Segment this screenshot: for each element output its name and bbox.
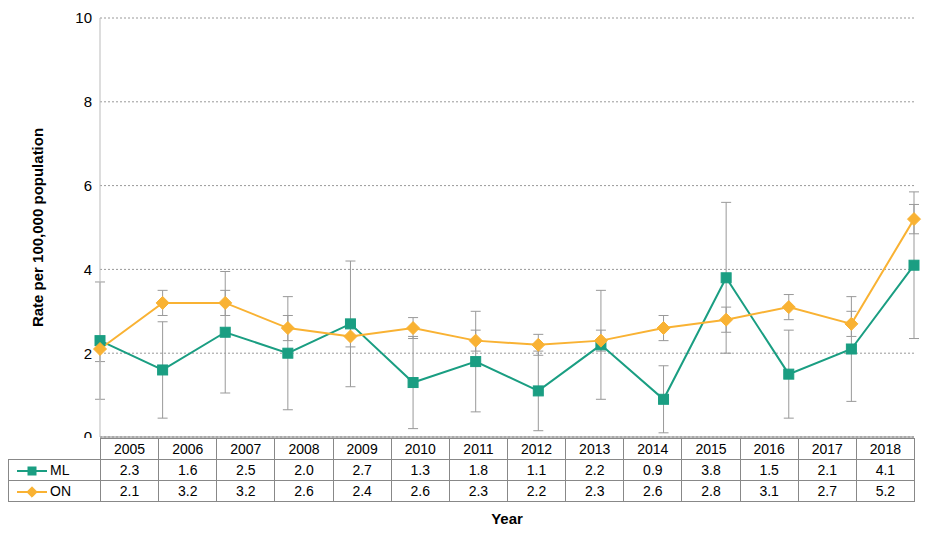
html-text:1.8: 1.8 <box>468 462 489 478</box>
html-text:2013: 2013 <box>579 441 611 457</box>
html-text:2012: 2012 <box>521 441 553 457</box>
html-text:2.3: 2.3 <box>468 483 489 499</box>
html-text:2.2: 2.2 <box>526 483 547 499</box>
html-text:2014: 2014 <box>637 441 669 457</box>
html-text:2.7: 2.7 <box>352 462 372 478</box>
html-text:Year: Year <box>491 510 523 527</box>
html-text:2007: 2007 <box>230 441 262 457</box>
html-text:2.2: 2.2 <box>585 462 605 478</box>
html-text:0.9: 0.9 <box>643 462 663 478</box>
svg-text:4: 4 <box>84 261 92 278</box>
html-text:2009: 2009 <box>346 441 378 457</box>
svg-text:2: 2 <box>84 345 92 362</box>
svg-text:8: 8 <box>84 93 92 110</box>
html-text:2018: 2018 <box>869 441 901 457</box>
html-text:3.8: 3.8 <box>701 462 721 478</box>
svg-text:0: 0 <box>84 428 92 438</box>
html-text:3.2: 3.2 <box>178 483 198 499</box>
html-text:2006: 2006 <box>172 441 204 457</box>
html-text:1.5: 1.5 <box>759 462 779 478</box>
html-text:ON: ON <box>50 483 71 499</box>
html-text:2016: 2016 <box>753 441 785 457</box>
html-text:2015: 2015 <box>695 441 727 457</box>
html-text:2.6: 2.6 <box>643 483 663 499</box>
svg-text:6: 6 <box>84 177 92 194</box>
html-text:4.1: 4.1 <box>875 462 896 478</box>
html-text:2.8: 2.8 <box>701 483 721 499</box>
html-text:ML: ML <box>50 462 70 478</box>
html-text:2.7: 2.7 <box>817 483 837 499</box>
html-text:2.1: 2.1 <box>119 483 140 499</box>
html-text:5.2: 5.2 <box>875 483 896 499</box>
html-text:2.0: 2.0 <box>294 462 314 478</box>
html-text:2011: 2011 <box>463 441 494 457</box>
html-text:3.2: 3.2 <box>236 483 256 499</box>
svg-text:Rate per 100,000 population: Rate per 100,000 population <box>29 128 46 327</box>
html-text:2005: 2005 <box>114 441 146 457</box>
html-text:2.6: 2.6 <box>410 483 430 499</box>
html-text:2010: 2010 <box>404 441 436 457</box>
html-text:3.1: 3.1 <box>759 483 779 499</box>
html-text:1.3: 1.3 <box>410 462 430 478</box>
svg-text:10: 10 <box>75 9 92 26</box>
html-text:2.4: 2.4 <box>352 483 372 499</box>
html-text:2.5: 2.5 <box>236 462 256 478</box>
html-text:2.1: 2.1 <box>817 462 837 478</box>
html-text:2017: 2017 <box>811 441 843 457</box>
html-text:2008: 2008 <box>288 441 320 457</box>
html-text:2.3: 2.3 <box>119 462 140 478</box>
html-text:2.3: 2.3 <box>585 483 605 499</box>
html-text:1.6: 1.6 <box>178 462 198 478</box>
html-text:2.6: 2.6 <box>294 483 314 499</box>
html-text:1.1: 1.1 <box>526 462 547 478</box>
